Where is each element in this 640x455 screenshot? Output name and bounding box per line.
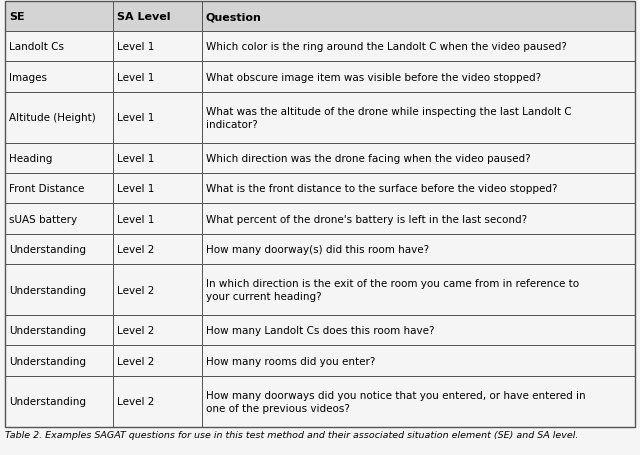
Bar [202,92,635,144]
Text: Level 2: Level 2 [117,356,155,366]
Text: Understanding: Understanding [9,396,86,406]
Text: Level 2: Level 2 [117,396,155,406]
Bar [5,315,113,346]
Bar [113,174,202,204]
Text: Front Distance: Front Distance [9,184,84,194]
Text: Level 1: Level 1 [117,113,155,123]
Text: In which direction is the exit of the room you came from in reference to
your cu: In which direction is the exit of the ro… [205,278,579,301]
Bar [113,2,202,32]
Bar [5,32,113,62]
Bar [113,32,202,62]
Bar [202,346,635,376]
Bar [113,315,202,346]
Text: Altitude (Height): Altitude (Height) [9,113,96,123]
Bar [5,2,113,32]
Bar [113,376,202,427]
Bar [5,264,113,315]
Text: Table 2. Examples SAGAT questions for use in this test method and their associat: Table 2. Examples SAGAT questions for us… [5,430,579,439]
Bar [113,62,202,92]
Bar [5,92,113,144]
Text: Level 1: Level 1 [117,184,155,194]
Text: Landolt Cs: Landolt Cs [9,42,64,52]
Bar [5,234,113,264]
Bar [113,204,202,234]
Text: Which direction was the drone facing when the video paused?: Which direction was the drone facing whe… [205,154,530,164]
Text: What percent of the drone's battery is left in the last second?: What percent of the drone's battery is l… [205,214,527,224]
Text: How many doorway(s) did this room have?: How many doorway(s) did this room have? [205,244,429,254]
Bar [5,376,113,427]
Text: Level 1: Level 1 [117,72,155,82]
Text: SA Level: SA Level [117,12,171,22]
Bar [113,234,202,264]
Bar [5,174,113,204]
Text: Level 1: Level 1 [117,154,155,164]
Text: Question: Question [205,12,261,22]
Text: Heading: Heading [9,154,52,164]
Bar [202,204,635,234]
Text: SE: SE [9,12,24,22]
Bar [113,144,202,174]
Text: Level 1: Level 1 [117,42,155,52]
Bar [5,204,113,234]
Bar [5,62,113,92]
Text: Which color is the ring around the Landolt C when the video paused?: Which color is the ring around the Lando… [205,42,566,52]
Text: What obscure image item was visible before the video stopped?: What obscure image item was visible befo… [205,72,541,82]
Text: Level 2: Level 2 [117,244,155,254]
Text: Level 1: Level 1 [117,214,155,224]
Bar [202,234,635,264]
Text: Level 2: Level 2 [117,326,155,336]
Bar [202,2,635,32]
Bar [113,92,202,144]
Text: Understanding: Understanding [9,244,86,254]
Text: Understanding: Understanding [9,326,86,336]
Text: Level 2: Level 2 [117,285,155,295]
Bar [202,144,635,174]
Text: How many doorways did you notice that you entered, or have entered in
one of the: How many doorways did you notice that yo… [205,390,585,413]
Bar [5,346,113,376]
Bar [202,315,635,346]
Bar [202,376,635,427]
Bar [5,144,113,174]
Text: How many Landolt Cs does this room have?: How many Landolt Cs does this room have? [205,326,434,336]
Text: How many rooms did you enter?: How many rooms did you enter? [205,356,375,366]
Text: sUAS battery: sUAS battery [9,214,77,224]
Text: What was the altitude of the drone while inspecting the last Landolt C
indicator: What was the altitude of the drone while… [205,106,571,129]
Bar [202,264,635,315]
Bar [113,346,202,376]
Text: Understanding: Understanding [9,285,86,295]
Text: Understanding: Understanding [9,356,86,366]
Bar [202,32,635,62]
Bar [202,62,635,92]
Text: Images: Images [9,72,47,82]
Bar [113,264,202,315]
Text: What is the front distance to the surface before the video stopped?: What is the front distance to the surfac… [205,184,557,194]
Bar [202,174,635,204]
